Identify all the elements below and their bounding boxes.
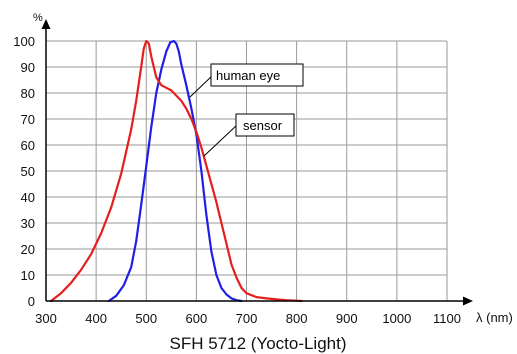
x-axis-arrow-icon [463, 296, 473, 306]
series-human-eye-line [107, 39, 243, 303]
axes [41, 19, 473, 306]
y-tick-label: 20 [21, 242, 35, 257]
series-layer [49, 39, 303, 303]
x-tick-label: 900 [336, 311, 358, 326]
legend-sensor-leader [203, 124, 238, 157]
y-axis-arrow-icon [41, 19, 51, 29]
y-tick-label: 90 [21, 60, 35, 75]
x-tick-label: 700 [236, 311, 258, 326]
x-tick-label: 800 [286, 311, 308, 326]
y-tick-label: 0 [28, 294, 35, 309]
y-tick-label: 80 [21, 86, 35, 101]
x-tick-label: 1000 [382, 311, 411, 326]
tick-labels: 300 400 500 600 700 800 900 1000 1100 0 10 20 30 40 50… [13, 34, 461, 326]
legend-sensor: sensor [203, 113, 295, 157]
legend-sensor-label: sensor [243, 118, 283, 133]
series-sensor-line [49, 39, 303, 303]
y-tick-label: 30 [21, 216, 35, 231]
y-tick-label: 50 [21, 164, 35, 179]
y-tick-label: 60 [21, 138, 35, 153]
x-tick-label: 400 [85, 311, 107, 326]
y-tick-label: 10 [21, 268, 35, 283]
x-tick-label: 1100 [433, 311, 461, 326]
legend-human-eye-label: human eye [216, 68, 280, 83]
legend-sensor-box [235, 113, 295, 137]
y-unit-label: % [33, 12, 43, 24]
x-tick-label: 300 [35, 311, 57, 326]
y-tick-label: 40 [21, 190, 35, 205]
x-unit-label: λ (nm) [476, 310, 513, 325]
x-tick-label: 600 [186, 311, 208, 326]
legend-human-eye-box [210, 63, 304, 87]
y-tick-label: 100 [13, 34, 35, 49]
legend-human-eye: human eye [189, 63, 304, 98]
y-tick-label: 70 [21, 112, 35, 127]
x-tick-label: 500 [135, 311, 157, 326]
chart-title: SFH 5712 (Yocto-Light) [169, 334, 346, 353]
legend-human-eye-leader [189, 74, 214, 98]
